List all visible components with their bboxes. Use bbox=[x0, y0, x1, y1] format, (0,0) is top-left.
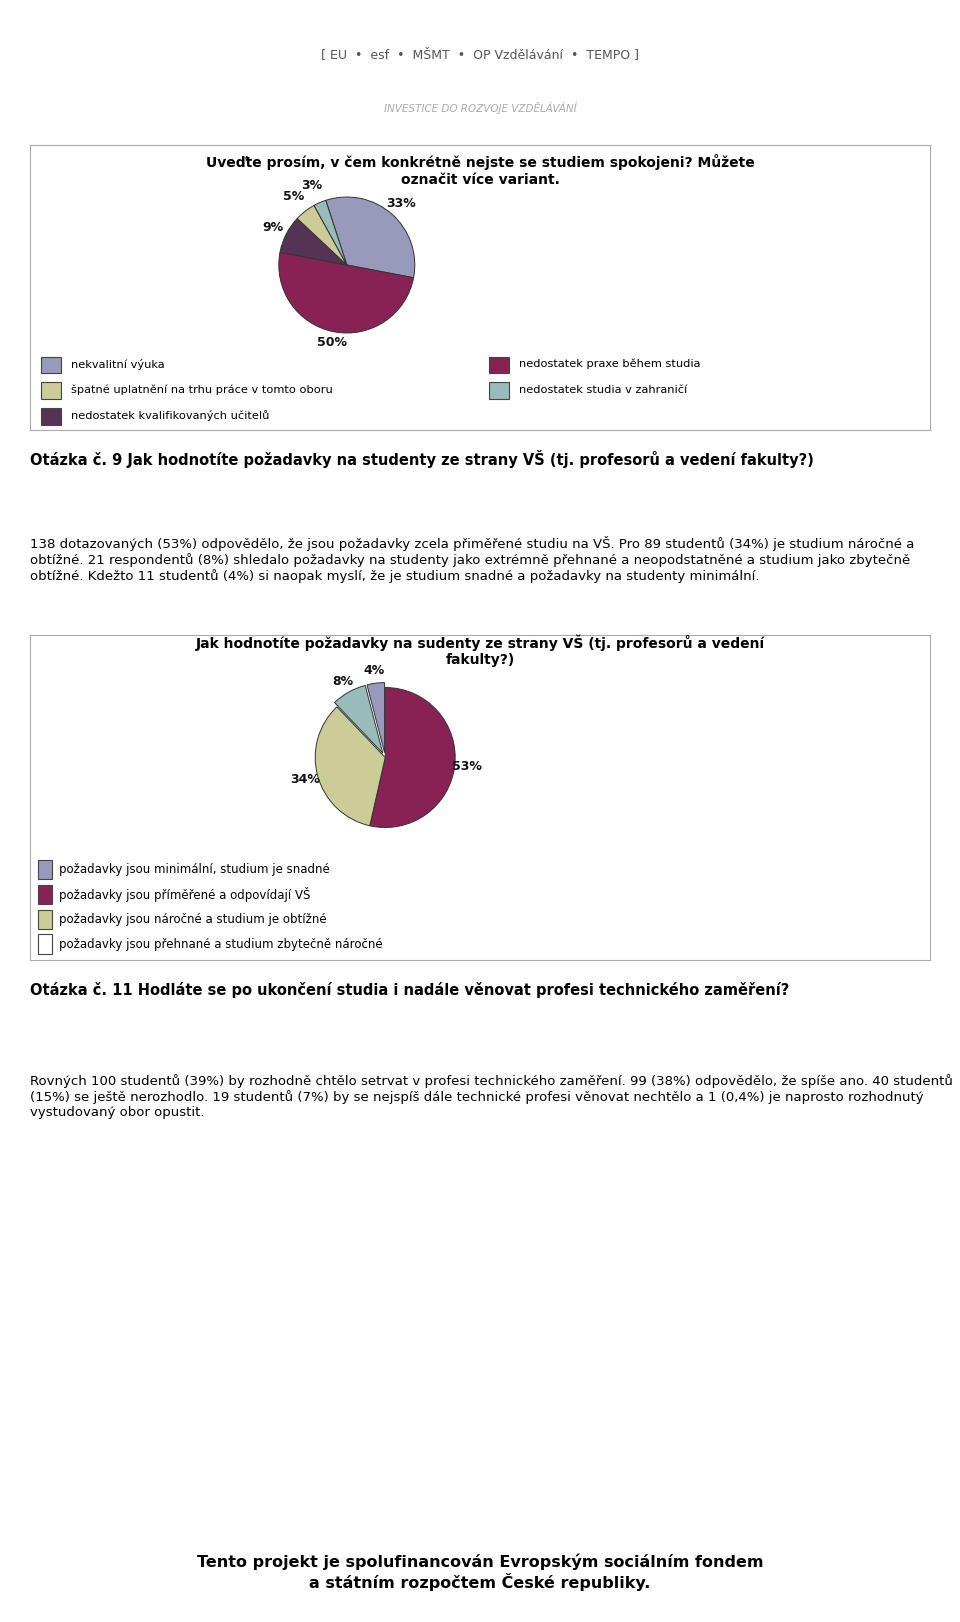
Text: Rovných 100 studentů (39%) by rozhodně chtělo setrvat v profesi technického zamě: Rovných 100 studentů (39%) by rozhodně c… bbox=[30, 1074, 953, 1119]
Bar bbox=[38, 860, 52, 879]
Text: požadavky jsou příměřené a odpovídají VŠ: požadavky jsou příměřené a odpovídají VŠ bbox=[60, 887, 311, 902]
Text: 33%: 33% bbox=[386, 198, 416, 211]
Bar bbox=[38, 910, 52, 929]
Wedge shape bbox=[278, 253, 414, 333]
Bar bbox=[41, 357, 60, 373]
Bar bbox=[489, 383, 509, 399]
Wedge shape bbox=[334, 686, 383, 753]
Wedge shape bbox=[367, 683, 385, 753]
Text: 34%: 34% bbox=[291, 774, 321, 787]
Text: 3%: 3% bbox=[301, 178, 323, 191]
Text: 8%: 8% bbox=[332, 675, 353, 688]
Bar bbox=[41, 409, 60, 425]
Text: 53%: 53% bbox=[452, 761, 482, 774]
Bar bbox=[38, 934, 52, 954]
Bar bbox=[41, 383, 60, 399]
Text: fakulty?): fakulty?) bbox=[445, 654, 515, 667]
Text: INVESTICE DO ROZVOJE VZDĚLÁVÁNÍ: INVESTICE DO ROZVOJE VZDĚLÁVÁNÍ bbox=[384, 102, 576, 114]
Wedge shape bbox=[280, 219, 347, 264]
Text: nedostatek kvalifikovaných učitelů: nedostatek kvalifikovaných učitelů bbox=[71, 410, 270, 422]
Wedge shape bbox=[298, 206, 347, 264]
Text: Otázka č. 9 Jak hodnotíte požadavky na studenty ze strany VŠ (tj. profesorů a ve: Otázka č. 9 Jak hodnotíte požadavky na s… bbox=[30, 451, 814, 469]
Text: 5%: 5% bbox=[283, 190, 304, 203]
Text: požadavky jsou minimální, studium je snadné: požadavky jsou minimální, studium je sna… bbox=[60, 863, 330, 876]
Text: [ EU  •  esf  •  MŠMT  •  OP Vzdělávání  •  TEMPO ]: [ EU • esf • MŠMT • OP Vzdělávání • TEMP… bbox=[321, 49, 639, 62]
Text: požadavky jsou náročné a studium je obtížné: požadavky jsou náročné a studium je obtí… bbox=[60, 913, 327, 926]
Text: nedostatek studia v zahraničí: nedostatek studia v zahraničí bbox=[519, 384, 687, 396]
Text: Tento projekt je spolufinancován Evropským sociálním fondem
a státním rozpočtem : Tento projekt je spolufinancován Evropsk… bbox=[197, 1554, 763, 1591]
Text: požadavky jsou přehnané a studium zbytečně náročné: požadavky jsou přehnané a studium zbyteč… bbox=[60, 938, 383, 950]
Bar bbox=[489, 357, 509, 373]
Text: 138 dotazovaných (53%) odpovědělo, že jsou požadavky zcela přiměřené studiu na V: 138 dotazovaných (53%) odpovědělo, že js… bbox=[30, 535, 914, 584]
Text: Otázka č. 11 Hodláte se po ukončení studia i nadále věnovat profesi technického : Otázka č. 11 Hodláte se po ukončení stud… bbox=[30, 981, 789, 998]
Text: nekvalitní výuka: nekvalitní výuka bbox=[71, 358, 165, 370]
Text: Uveďte prosím, v čem konkrétně nejste se studiem spokojeni? Můžete: Uveďte prosím, v čem konkrétně nejste se… bbox=[205, 154, 755, 170]
Text: špatné uplatnění na trhu práce v tomto oboru: špatné uplatnění na trhu práce v tomto o… bbox=[71, 384, 333, 396]
Bar bbox=[38, 884, 52, 903]
Text: označit více variant.: označit více variant. bbox=[400, 174, 560, 187]
Text: 4%: 4% bbox=[364, 663, 385, 678]
Text: 9%: 9% bbox=[262, 221, 283, 234]
Text: 50%: 50% bbox=[317, 336, 347, 349]
Text: Jak hodnotíte požadavky na sudenty ze strany VŠ (tj. profesorů a vedení: Jak hodnotíte požadavky na sudenty ze st… bbox=[196, 634, 764, 652]
Text: nedostatek praxe během studia: nedostatek praxe během studia bbox=[519, 358, 701, 370]
Wedge shape bbox=[325, 196, 415, 277]
Wedge shape bbox=[314, 201, 347, 264]
Wedge shape bbox=[315, 707, 385, 826]
Wedge shape bbox=[370, 688, 455, 827]
